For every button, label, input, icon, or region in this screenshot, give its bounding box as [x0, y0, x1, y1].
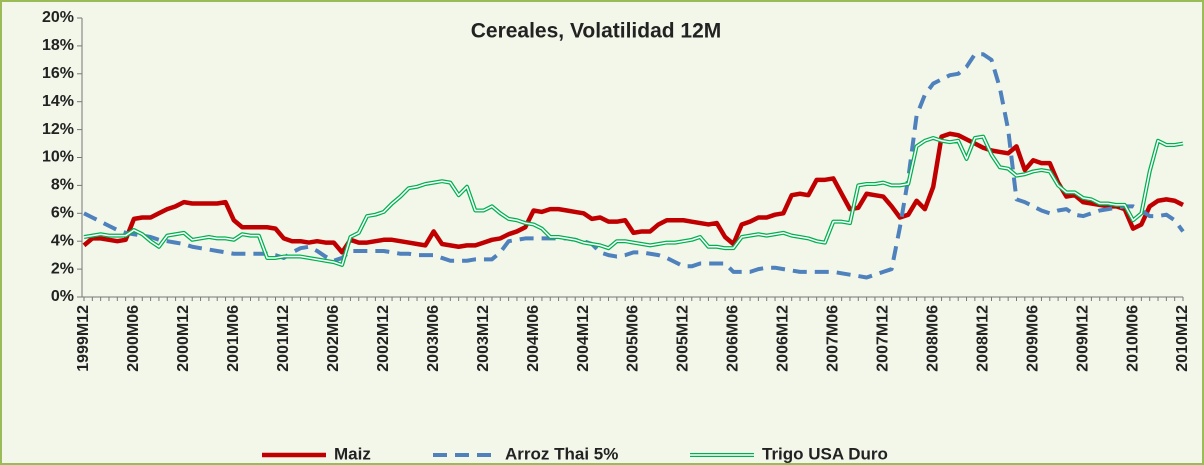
y-tick-label: 20% [42, 9, 74, 26]
y-tick-label: 16% [42, 65, 74, 82]
x-tick-label: 2006M06 [725, 305, 742, 372]
x-tick-label: 2007M06 [825, 305, 842, 372]
y-tick-label: 10% [42, 149, 74, 166]
y-tick-label: 6% [51, 205, 74, 222]
x-tick-label: 2009M06 [1024, 305, 1041, 372]
x-tick-label: 2006M12 [775, 305, 792, 372]
x-tick-label: 2008M12 [974, 305, 991, 372]
legend-label: Maiz [334, 444, 371, 463]
x-tick-label: 2004M12 [575, 305, 592, 372]
y-tick-label: 0% [51, 288, 74, 305]
x-tick-label: 2003M06 [425, 305, 442, 372]
x-tick-label: 2004M06 [525, 305, 542, 372]
y-tick-label: 18% [42, 37, 74, 54]
x-tick-label: 2001M06 [225, 305, 242, 372]
y-tick-label: 4% [51, 232, 74, 249]
x-tick-label: 2000M06 [125, 305, 142, 372]
x-tick-label: 2002M06 [325, 305, 342, 372]
y-tick-label: 14% [42, 93, 74, 110]
x-tick-label: 2001M12 [275, 305, 292, 372]
chart-title: Cereales, Volatilidad 12M [471, 20, 722, 43]
y-tick-label: 12% [42, 121, 74, 138]
x-tick-label: 2009M12 [1074, 305, 1091, 372]
x-tick-label: 2007M12 [874, 305, 891, 372]
x-tick-label: 2008M06 [924, 305, 941, 372]
x-tick-label: 2010M06 [1124, 305, 1141, 372]
legend-label: Trigo USA Duro [762, 444, 888, 463]
x-tick-label: 2000M12 [175, 305, 192, 372]
series-line-inner [83, 135, 1184, 266]
x-tick-label: 2005M12 [675, 305, 692, 372]
x-tick-label: 1999M12 [75, 305, 92, 372]
x-tick-label: 2005M06 [625, 305, 642, 372]
y-tick-label: 2% [51, 260, 74, 277]
x-tick-label: 2002M12 [375, 305, 392, 372]
x-tick-label: 2003M12 [475, 305, 492, 372]
y-tick-label: 8% [51, 177, 74, 194]
series-line [82, 131, 1185, 255]
legend-label: Arroz Thai 5% [505, 444, 618, 463]
x-tick-label: 2010M12 [1174, 305, 1191, 372]
